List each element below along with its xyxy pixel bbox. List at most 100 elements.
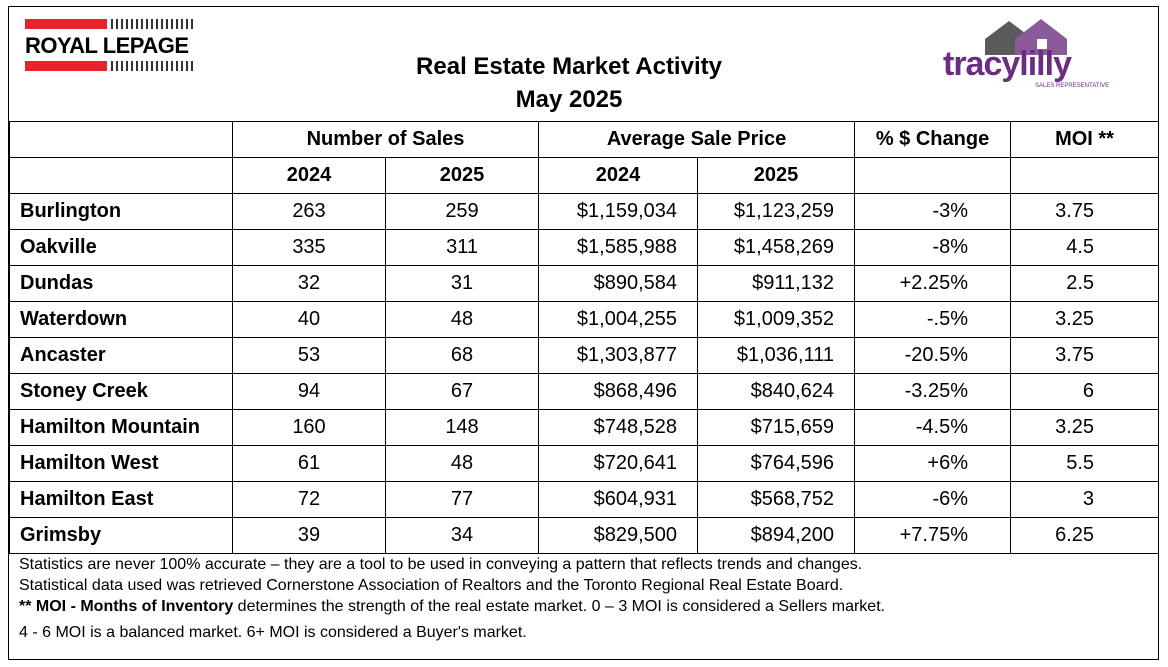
royal-lepage-wordmark: ROYAL LEPAGE xyxy=(25,33,189,59)
change-cell: -20.5% xyxy=(855,338,1011,374)
price-2025-cell: $911,132 xyxy=(698,266,855,302)
area-cell: Ancaster xyxy=(10,338,233,374)
price-2024-cell: $890,584 xyxy=(539,266,698,302)
area-cell: Grimsby xyxy=(10,518,233,554)
tracylilly-wordmark: tracylilly xyxy=(943,45,1071,84)
sales-2024-header: 2024 xyxy=(233,158,386,194)
moi-cell: 6.25 xyxy=(1011,518,1159,554)
area-cell: Hamilton East xyxy=(10,482,233,518)
sales-2025-cell: 259 xyxy=(386,194,539,230)
table-row: Hamilton West 61 48 $720,641 $764,596 +6% 5.5 xyxy=(10,446,1159,482)
moi-cell: 3.75 xyxy=(1011,194,1159,230)
sales-2025-cell: 34 xyxy=(386,518,539,554)
moi-cell: 2.5 xyxy=(1011,266,1159,302)
sales-2024-cell: 263 xyxy=(233,194,386,230)
change-cell: +2.25% xyxy=(855,266,1011,302)
sales-2025-cell: 48 xyxy=(386,302,539,338)
area-cell: Burlington xyxy=(10,194,233,230)
sales-2024-cell: 61 xyxy=(233,446,386,482)
price-group-header: Average Sale Price xyxy=(539,122,855,158)
tracylilly-logo: tracylilly SALES REPRESENTATIVE xyxy=(935,17,1135,97)
note-source: Statistical data used was retrieved Corn… xyxy=(19,575,1149,596)
logo-red-bar-bottom xyxy=(25,61,107,71)
table-row: Hamilton East 72 77 $604,931 $568,752 -6% 3 xyxy=(10,482,1159,518)
area-year-header xyxy=(10,158,233,194)
moi-year-header xyxy=(1011,158,1159,194)
moi-cell: 6 xyxy=(1011,374,1159,410)
logo-stripes-bottom xyxy=(111,61,193,71)
price-2024-cell: $604,931 xyxy=(539,482,698,518)
price-2025-cell: $1,458,269 xyxy=(698,230,855,266)
sales-2025-header: 2025 xyxy=(386,158,539,194)
table-row: Stoney Creek 94 67 $868,496 $840,624 -3.25% 6 xyxy=(10,374,1159,410)
price-2024-cell: $1,004,255 xyxy=(539,302,698,338)
price-2025-header: 2025 xyxy=(698,158,855,194)
sales-2024-cell: 39 xyxy=(233,518,386,554)
header: ROYAL LEPAGE Real Estate Market Activity… xyxy=(9,7,1158,121)
moi-cell: 4.5 xyxy=(1011,230,1159,266)
tracylilly-tagline: SALES REPRESENTATIVE xyxy=(1035,83,1109,89)
price-2025-cell: $764,596 xyxy=(698,446,855,482)
change-year-header xyxy=(855,158,1011,194)
price-2025-cell: $568,752 xyxy=(698,482,855,518)
sales-2025-cell: 311 xyxy=(386,230,539,266)
area-cell: Stoney Creek xyxy=(10,374,233,410)
change-cell: -6% xyxy=(855,482,1011,518)
price-2025-cell: $1,009,352 xyxy=(698,302,855,338)
note-moi-text: determines the strength of the real esta… xyxy=(233,598,885,615)
area-cell: Hamilton Mountain xyxy=(10,410,233,446)
price-2024-cell: $1,159,034 xyxy=(539,194,698,230)
area-cell: Hamilton West xyxy=(10,446,233,482)
sales-2024-cell: 160 xyxy=(233,410,386,446)
table-row: Dundas 32 31 $890,584 $911,132 +2.25% 2.5 xyxy=(10,266,1159,302)
market-table: Number of Sales Average Sale Price % $ C… xyxy=(9,121,1159,554)
price-2024-cell: $829,500 xyxy=(539,518,698,554)
price-2024-header: 2024 xyxy=(539,158,698,194)
logo-red-bar-top xyxy=(25,19,107,29)
moi-cell: 3.25 xyxy=(1011,302,1159,338)
price-2024-cell: $868,496 xyxy=(539,374,698,410)
notes: Statistics are never 100% accurate – the… xyxy=(19,554,1149,643)
note-moi-label: ** MOI - Months of Inventory xyxy=(19,598,233,615)
market-table-area: Number of Sales Average Sale Price % $ C… xyxy=(9,121,1158,554)
price-2025-cell: $1,123,259 xyxy=(698,194,855,230)
area-cell: Dundas xyxy=(10,266,233,302)
change-cell: -3% xyxy=(855,194,1011,230)
area-cell: Waterdown xyxy=(10,302,233,338)
table-row: Waterdown 40 48 $1,004,255 $1,009,352 -.5% 3.2… xyxy=(10,302,1159,338)
area-header xyxy=(10,122,233,158)
market-activity-sheet: ROYAL LEPAGE Real Estate Market Activity… xyxy=(8,6,1159,660)
sales-group-header: Number of Sales xyxy=(233,122,539,158)
price-2025-cell: $894,200 xyxy=(698,518,855,554)
sales-2024-cell: 53 xyxy=(233,338,386,374)
price-2024-cell: $1,585,988 xyxy=(539,230,698,266)
note-accuracy: Statistics are never 100% accurate – the… xyxy=(19,554,1149,575)
change-cell: -.5% xyxy=(855,302,1011,338)
sales-2024-cell: 335 xyxy=(233,230,386,266)
moi-cell: 3.75 xyxy=(1011,338,1159,374)
note-balanced-market: 4 - 6 MOI is a balanced market. 6+ MOI i… xyxy=(19,622,1149,643)
sales-2025-cell: 148 xyxy=(386,410,539,446)
change-cell: -3.25% xyxy=(855,374,1011,410)
table-row: Grimsby 39 34 $829,500 $894,200 +7.75% 6.25 xyxy=(10,518,1159,554)
moi-cell: 5.5 xyxy=(1011,446,1159,482)
royal-lepage-logo: ROYAL LEPAGE xyxy=(25,15,193,73)
table-row: Hamilton Mountain 160 148 $748,528 $715,659-… xyxy=(10,410,1159,446)
change-cell: +7.75% xyxy=(855,518,1011,554)
sales-2025-cell: 67 xyxy=(386,374,539,410)
table-row: Ancaster 53 68 $1,303,877 $1,036,111 -20.5% 3.… xyxy=(10,338,1159,374)
price-2024-cell: $720,641 xyxy=(539,446,698,482)
change-cell: -4.5% xyxy=(855,410,1011,446)
group-header-row: Number of Sales Average Sale Price % $ C… xyxy=(10,122,1159,158)
moi-cell: 3.25 xyxy=(1011,410,1159,446)
table-row: Oakville 335 311 $1,585,988 $1,458,269 -8% 4.5 xyxy=(10,230,1159,266)
moi-cell: 3 xyxy=(1011,482,1159,518)
price-2024-cell: $748,528 xyxy=(539,410,698,446)
change-header: % $ Change xyxy=(855,122,1011,158)
price-2025-cell: $840,624 xyxy=(698,374,855,410)
change-cell: +6% xyxy=(855,446,1011,482)
note-moi-definition: ** MOI - Months of Inventory determines … xyxy=(19,596,1149,617)
sales-2024-cell: 94 xyxy=(233,374,386,410)
year-header-row: 2024 2025 2024 2025 xyxy=(10,158,1159,194)
page-title: Real Estate Market Activity xyxy=(369,53,769,81)
